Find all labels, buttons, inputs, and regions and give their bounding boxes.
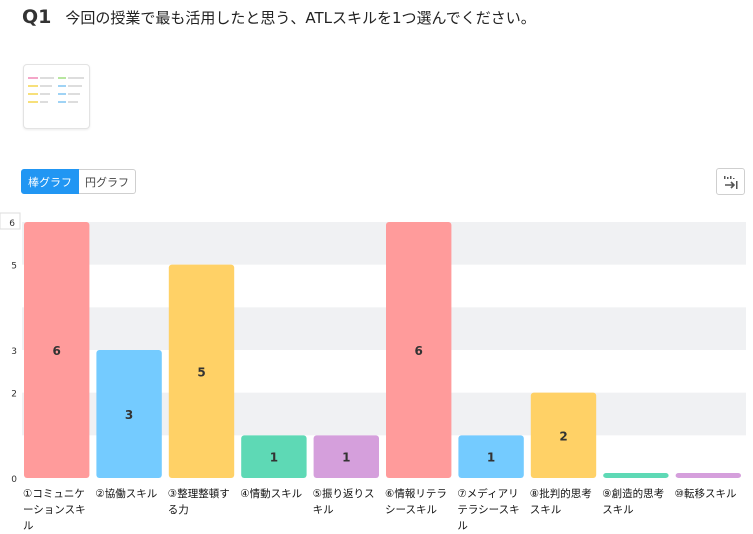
bar-value-label: 6 [53,344,61,358]
export-button[interactable] [716,168,745,195]
y-tick-label: 6 [9,219,15,229]
x-tick-label: ③整理整頓する力 [167,488,230,516]
x-tick-label: ⑦メディアリテラシースキル [457,488,520,532]
x-tick-label: ⑤振り返りスキル [312,488,375,516]
tab-bar-chart[interactable]: 棒グラフ [21,169,79,194]
chart-type-tabs: 棒グラフ 円グラフ [21,169,136,194]
question-text: 今回の授業で最も活用したと思う、ATLスキルを1つ選んでください。 [65,9,536,27]
bar-value-label: 1 [487,451,495,465]
x-tick-label: ⑩転移スキル [674,488,737,500]
x-tick-label: ⑧批判的思考スキル [529,488,592,516]
attachment-thumbnail[interactable] [23,64,90,129]
bar-value-label: 6 [415,344,423,358]
x-tick-label: ⑥情報リテラシースキル [385,488,447,516]
x-tick-label: ④情動スキル [240,488,303,500]
bar-value-label: 3 [125,408,133,422]
bar [96,350,162,478]
bar [603,473,669,478]
x-tick-label: ②協働スキル [95,488,158,500]
x-tick-label: ①コミュニケーションスキル [23,488,86,532]
tab-pie-chart[interactable]: 円グラフ [79,169,136,194]
bar-value-label: 5 [197,365,205,379]
export-icon [724,176,738,189]
bar [386,222,452,478]
bar-value-label: 1 [342,451,350,465]
y-tick-label: 5 [11,262,17,272]
y-tick-label: 3 [11,347,17,357]
y-tick-label: 2 [11,390,17,400]
question-number: Q1 [22,6,52,28]
bar [458,435,524,478]
bar [675,473,741,478]
bar [241,435,307,478]
bar [168,264,235,478]
grid-band [22,222,746,265]
bar [24,222,90,478]
y-tick-box [0,212,21,230]
bar-value-label: 2 [559,429,567,443]
x-tick-label: ⑨創造的思考スキル [602,488,665,516]
bar [313,435,379,478]
bar-value-label: 1 [270,451,278,465]
y-tick-label: 0 [11,475,17,485]
bar [530,392,597,478]
question-header: Q1 今回の授業で最も活用したと思う、ATLスキルを1つ選んでください。 [22,6,536,28]
grid-band [22,307,746,350]
